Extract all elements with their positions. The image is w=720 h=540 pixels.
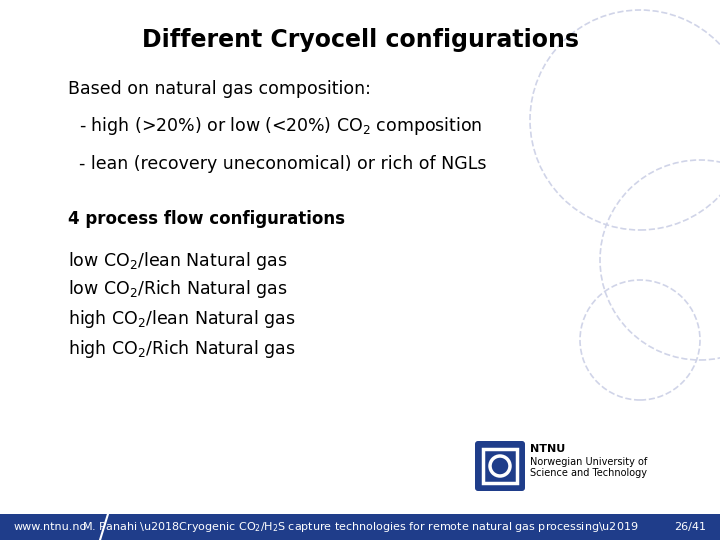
Text: www.ntnu.no: www.ntnu.no: [14, 522, 87, 532]
Text: low CO$_2$/Rich Natural gas: low CO$_2$/Rich Natural gas: [68, 278, 287, 300]
Text: 4 process flow configurations: 4 process flow configurations: [68, 210, 345, 228]
Text: NTNU: NTNU: [530, 444, 565, 454]
Text: - high (>20%) or low (<20%) CO$_2$ composition: - high (>20%) or low (<20%) CO$_2$ compo…: [68, 115, 482, 137]
FancyBboxPatch shape: [0, 514, 720, 540]
FancyBboxPatch shape: [483, 449, 517, 483]
Text: 26/41: 26/41: [674, 522, 706, 532]
Text: Science and Technology: Science and Technology: [530, 468, 647, 478]
Text: high CO$_2$/lean Natural gas: high CO$_2$/lean Natural gas: [68, 308, 296, 330]
Text: high CO$_2$/Rich Natural gas: high CO$_2$/Rich Natural gas: [68, 338, 296, 360]
Text: - lean (recovery uneconomical) or rich of NGLs: - lean (recovery uneconomical) or rich o…: [68, 155, 487, 173]
FancyBboxPatch shape: [475, 441, 525, 491]
Text: Different Cryocell configurations: Different Cryocell configurations: [142, 28, 578, 52]
Circle shape: [490, 456, 510, 476]
Text: Based on natural gas composition:: Based on natural gas composition:: [68, 80, 371, 98]
Text: M. Panahi \u2018Cryogenic CO$_2$/H$_2$S capture technologies for remote natural : M. Panahi \u2018Cryogenic CO$_2$/H$_2$S …: [81, 520, 639, 534]
Text: Norwegian University of: Norwegian University of: [530, 457, 647, 467]
Text: low CO$_2$/lean Natural gas: low CO$_2$/lean Natural gas: [68, 250, 287, 272]
